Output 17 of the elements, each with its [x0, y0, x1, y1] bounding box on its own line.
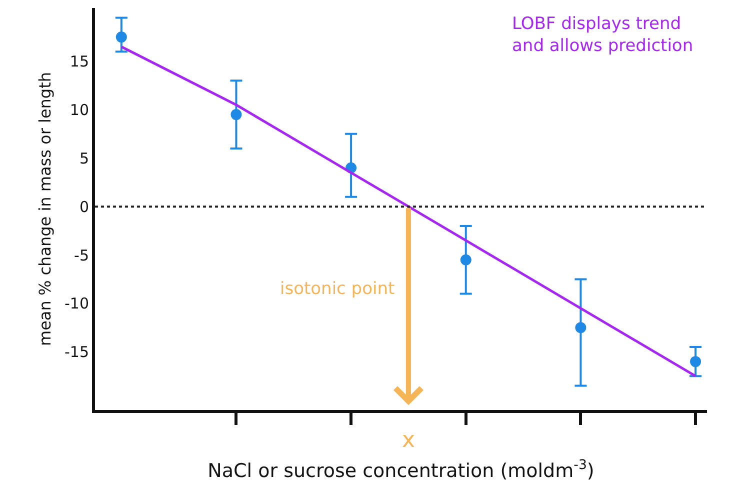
y-tick-label: -10: [64, 294, 89, 313]
x-axis-title: NaCl or sucrose concentration (moldm$^{-3}$): [208, 458, 594, 482]
y-tick-label: 0: [79, 198, 89, 216]
point: [460, 254, 472, 266]
y-tick-label: -15: [64, 343, 89, 362]
y-tick-label: 5: [79, 149, 89, 168]
annotation: isotonic point: [280, 279, 395, 299]
point: [116, 32, 127, 43]
y-tick-label: 10: [70, 100, 89, 119]
y-tick-label: 15: [70, 52, 89, 71]
point: [575, 322, 586, 334]
annotation: LOBF displays trend and allows prediction: [512, 14, 694, 56]
y-tick-label: -5: [74, 246, 89, 264]
point: [690, 356, 702, 368]
y-axis-title: mean % change in mass or length: [35, 72, 54, 346]
point: [230, 109, 242, 120]
text: x: [402, 428, 416, 453]
